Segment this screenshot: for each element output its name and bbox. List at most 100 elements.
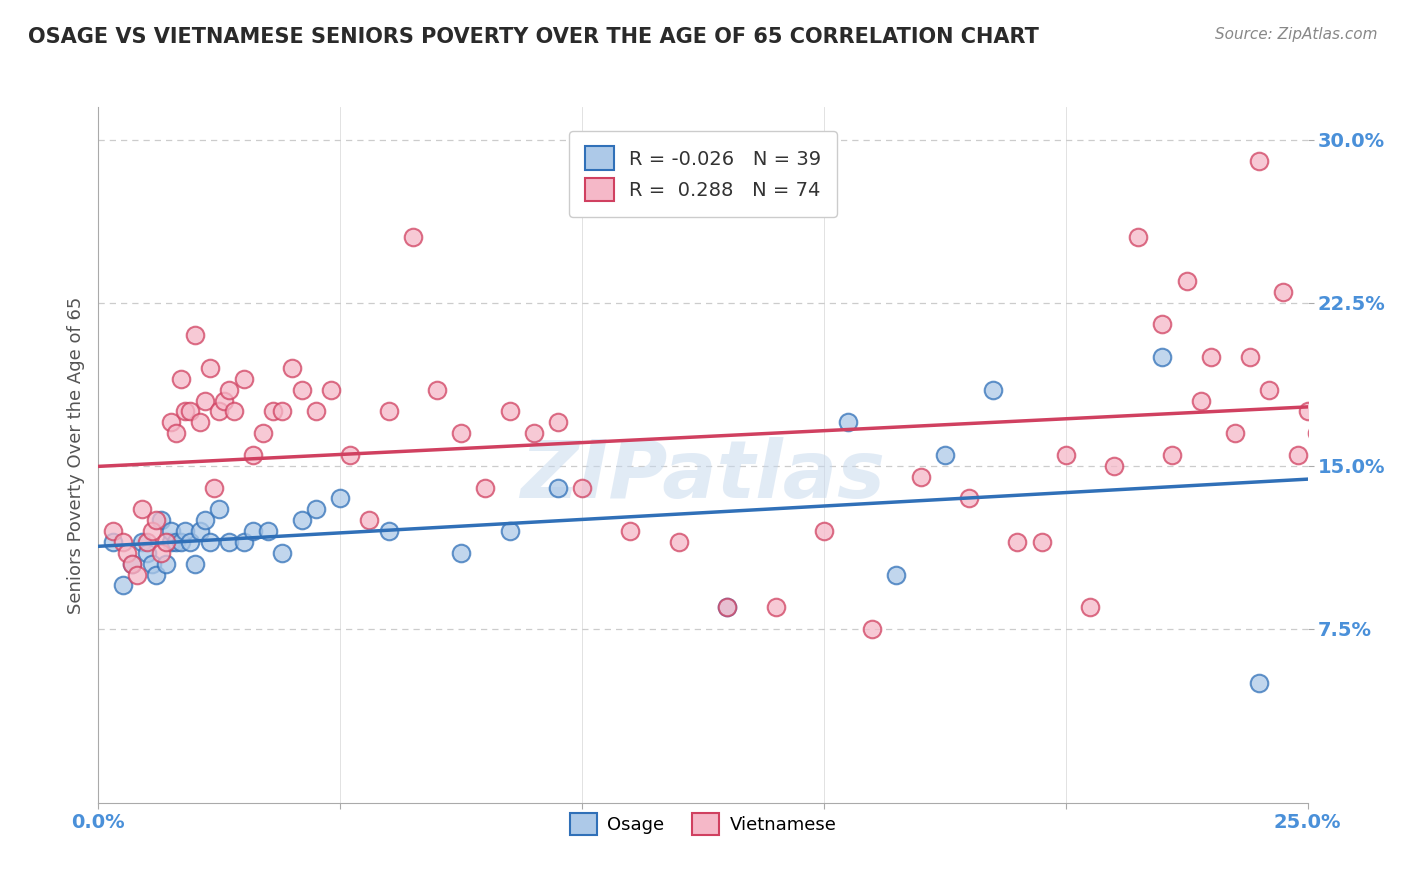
Point: [571, 481, 593, 495]
Point: [160, 415, 183, 429]
Point: [169, 372, 191, 386]
Point: [204, 481, 226, 495]
Point: [377, 524, 399, 538]
Point: [716, 600, 738, 615]
Point: [668, 534, 690, 549]
Text: Source: ZipAtlas.com: Source: ZipAtlas.com: [1215, 27, 1378, 42]
Point: [141, 524, 163, 538]
Point: [860, 622, 883, 636]
Point: [141, 557, 163, 571]
Point: [101, 534, 124, 549]
Point: [329, 491, 352, 506]
Point: [716, 600, 738, 615]
Point: [222, 404, 245, 418]
Point: [271, 546, 294, 560]
Point: [188, 415, 211, 429]
Point: [281, 360, 304, 375]
Point: [165, 426, 187, 441]
Point: [765, 600, 787, 615]
Point: [184, 557, 207, 571]
Point: [131, 502, 153, 516]
Point: [232, 372, 254, 386]
Point: [1286, 448, 1309, 462]
Point: [339, 448, 361, 462]
Point: [1102, 458, 1125, 473]
Point: [252, 426, 274, 441]
Point: [198, 360, 221, 375]
Point: [910, 469, 932, 483]
Point: [934, 448, 956, 462]
Point: [155, 557, 177, 571]
Point: [271, 404, 294, 418]
Point: [981, 383, 1004, 397]
Y-axis label: Seniors Poverty Over the Age of 65: Seniors Poverty Over the Age of 65: [66, 296, 84, 614]
Point: [1296, 404, 1319, 418]
Point: [179, 534, 201, 549]
Point: [155, 534, 177, 549]
Point: [135, 534, 157, 549]
Point: [523, 426, 546, 441]
Point: [1189, 393, 1212, 408]
Point: [198, 534, 221, 549]
Point: [1152, 318, 1174, 332]
Point: [359, 513, 381, 527]
Text: ZIPatlas: ZIPatlas: [520, 437, 886, 515]
Point: [160, 524, 183, 538]
Point: [174, 524, 197, 538]
Point: [179, 404, 201, 418]
Point: [1054, 448, 1077, 462]
Point: [1031, 534, 1053, 549]
Point: [194, 393, 217, 408]
Point: [131, 534, 153, 549]
Point: [117, 546, 139, 560]
Point: [1257, 383, 1279, 397]
Point: [498, 404, 520, 418]
Point: [498, 524, 520, 538]
Point: [474, 481, 496, 495]
Point: [1306, 426, 1329, 441]
Point: [169, 534, 191, 549]
Point: [256, 524, 278, 538]
Point: [377, 404, 399, 418]
Point: [174, 404, 197, 418]
Point: [101, 524, 124, 538]
Point: [121, 557, 143, 571]
Point: [262, 404, 284, 418]
Point: [111, 578, 134, 592]
Point: [290, 383, 312, 397]
Point: [208, 502, 231, 516]
Point: [290, 513, 312, 527]
Point: [1161, 448, 1184, 462]
Point: [319, 383, 342, 397]
Point: [111, 534, 134, 549]
Point: [305, 404, 328, 418]
Point: [232, 534, 254, 549]
Point: [547, 481, 569, 495]
Point: [127, 567, 149, 582]
Point: [450, 426, 472, 441]
Point: [1249, 154, 1271, 169]
Point: [218, 534, 240, 549]
Point: [305, 502, 328, 516]
Point: [1199, 350, 1222, 364]
Point: [1175, 274, 1198, 288]
Point: [188, 524, 211, 538]
Text: OSAGE VS VIETNAMESE SENIORS POVERTY OVER THE AGE OF 65 CORRELATION CHART: OSAGE VS VIETNAMESE SENIORS POVERTY OVER…: [28, 27, 1039, 46]
Point: [212, 393, 235, 408]
Point: [135, 546, 157, 560]
Point: [1128, 230, 1150, 244]
Point: [1007, 534, 1029, 549]
Point: [218, 383, 240, 397]
Legend: Osage, Vietnamese: Osage, Vietnamese: [562, 806, 844, 842]
Point: [1239, 350, 1261, 364]
Point: [1223, 426, 1246, 441]
Point: [813, 524, 835, 538]
Point: [886, 567, 908, 582]
Point: [208, 404, 231, 418]
Point: [1272, 285, 1295, 299]
Point: [1344, 426, 1367, 441]
Point: [1320, 274, 1343, 288]
Point: [1152, 350, 1174, 364]
Point: [450, 546, 472, 560]
Point: [150, 513, 173, 527]
